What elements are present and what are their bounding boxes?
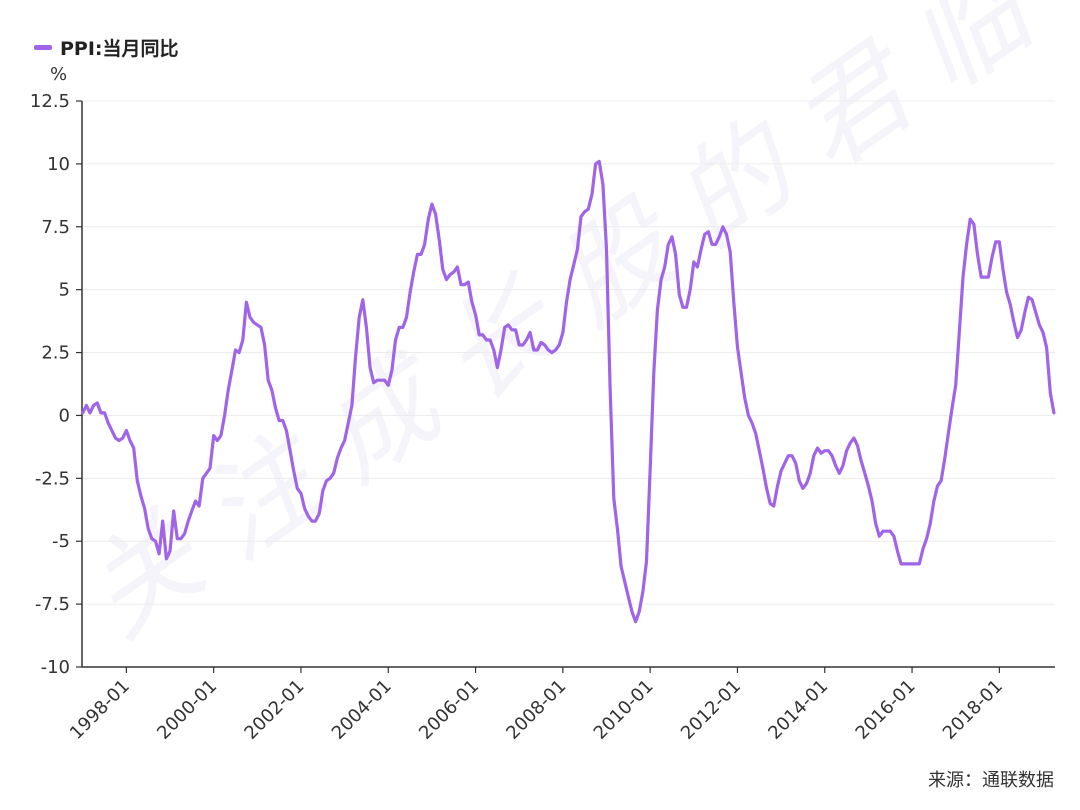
x-tick-label: 2006-01 <box>415 676 483 744</box>
y-tick-label: -10 <box>41 657 70 678</box>
y-tick-label: 0 <box>59 405 70 426</box>
y-axis-ticks: 12.5 10 7.5 5 2.5 0 -2.5 -5 -7.5 -10 <box>30 91 82 678</box>
x-tick-label: 2012-01 <box>677 676 745 744</box>
x-tick-label: 1998-01 <box>66 676 134 744</box>
legend: PPI:当月同比 <box>34 34 179 61</box>
x-tick-label: 2004-01 <box>328 676 396 744</box>
x-tick-label: 2016-01 <box>852 676 920 744</box>
x-tick-label: 2000-01 <box>153 676 221 744</box>
x-tick-label: 2008-01 <box>502 676 570 744</box>
legend-label: PPI:当月同比 <box>60 38 179 60</box>
y-tick-label: 10 <box>47 154 70 175</box>
x-axis-ticks: 1998-01 2000-01 2002-01 2004-01 2006-01 2008-… <box>66 667 1007 744</box>
legend-swatch <box>34 45 52 50</box>
source-note: 来源：通联数据 <box>928 770 1054 791</box>
y-axis-unit: % <box>50 64 68 85</box>
x-tick-label: 2014-01 <box>764 676 832 744</box>
watermark-char: 临 <box>887 0 1063 115</box>
y-tick-label: -7.5 <box>35 594 70 615</box>
series-layer <box>81 159 1056 624</box>
y-tick-label: 5 <box>59 280 70 301</box>
y-tick-label: -2.5 <box>35 468 70 489</box>
y-tick-label: -5 <box>52 531 70 552</box>
y-tick-label: 12.5 <box>30 91 70 112</box>
y-tick-label: 7.5 <box>41 217 70 238</box>
x-tick-label: 2018-01 <box>939 676 1007 744</box>
x-tick-label: 2010-01 <box>590 676 658 744</box>
axes <box>81 101 1055 668</box>
x-tick-label: 2002-01 <box>240 676 308 744</box>
y-tick-label: 2.5 <box>41 343 70 364</box>
series-line-ppi <box>81 159 1056 624</box>
